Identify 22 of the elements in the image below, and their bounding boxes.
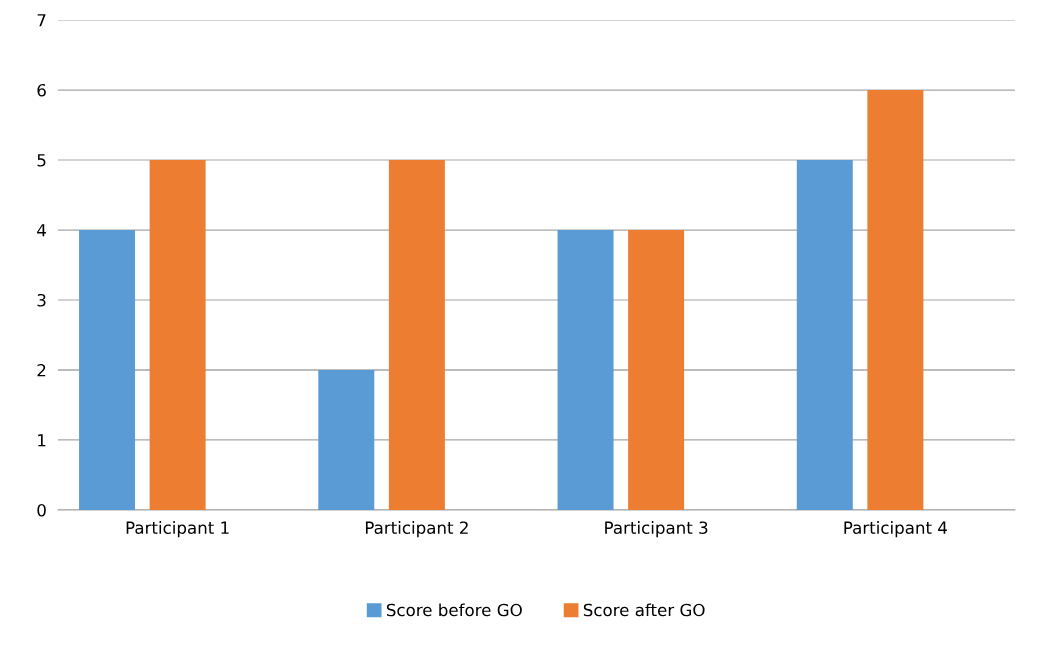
x-tick-label: Participant 1: [126, 521, 229, 538]
bar: [796, 160, 853, 510]
bar: [318, 370, 375, 510]
bar: [867, 90, 924, 510]
y-tick-label: 0: [37, 503, 46, 517]
y-tick-label: 6: [37, 83, 46, 97]
y-tick-label: 5: [37, 154, 46, 167]
legend-label: Score before GO: [386, 603, 522, 617]
bar: [388, 160, 445, 510]
bar: [79, 230, 136, 510]
x-tick-label: Participant 3: [605, 521, 708, 538]
y-tick-label: 3: [37, 293, 46, 307]
bar: [557, 230, 614, 510]
y-tick-label: 7: [37, 14, 46, 27]
y-tick-label: 2: [37, 363, 46, 377]
x-tick-label: Participant 4: [844, 521, 947, 538]
y-tick-label: 4: [37, 224, 46, 237]
x-tick-label: Participant 2: [365, 521, 468, 538]
legend-label: Score after GO: [583, 603, 705, 617]
bar: [149, 160, 206, 510]
y-tick-label: 1: [38, 434, 46, 447]
bar: [628, 230, 685, 510]
